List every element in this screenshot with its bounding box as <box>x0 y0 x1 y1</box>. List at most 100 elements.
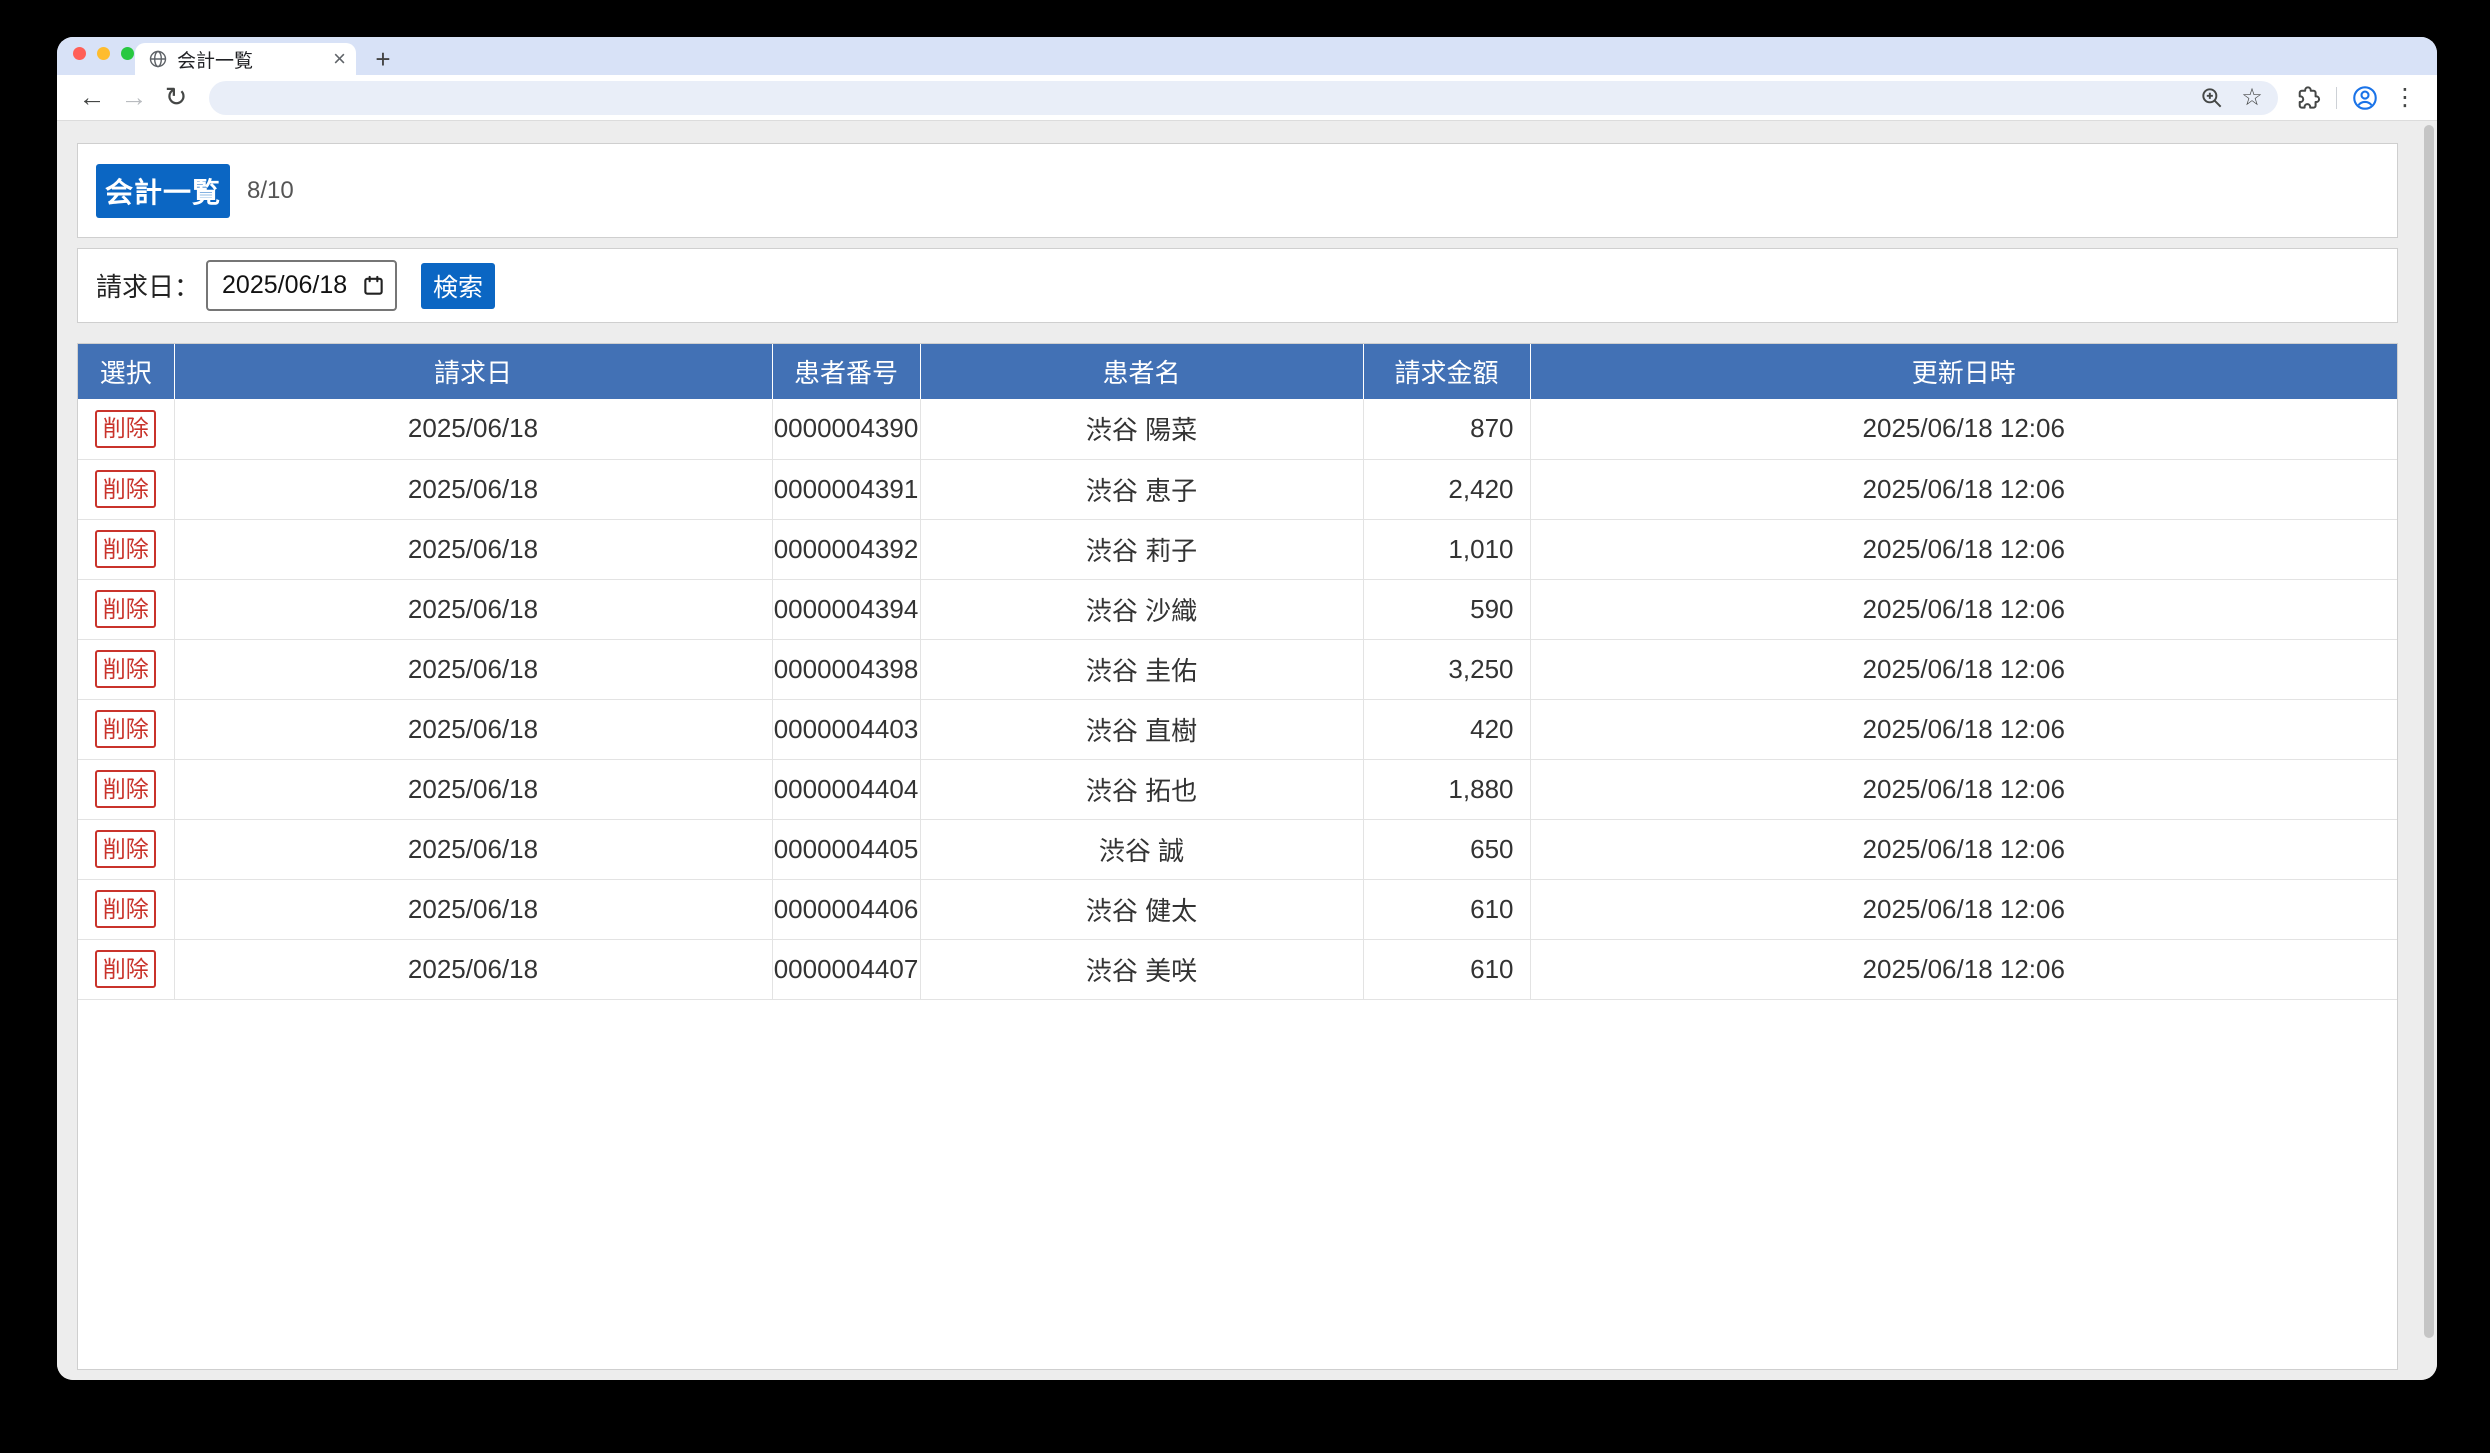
delete-button[interactable]: 削除 <box>95 470 157 508</box>
delete-button[interactable]: 削除 <box>95 890 157 928</box>
cell-amount: 2,420 <box>1362 459 1530 520</box>
cell-patient-name: 渋谷 拓也 <box>919 759 1363 820</box>
page-title-button[interactable]: 会計一覧 <box>96 163 230 218</box>
cell-updated-at: 2025/06/18 12:06 <box>1529 519 2397 580</box>
zoom-magnifier-icon[interactable] <box>2194 80 2230 116</box>
cell-amount: 590 <box>1362 579 1530 640</box>
cell-updated-at: 2025/06/18 12:06 <box>1529 639 2397 700</box>
cell-patient-name: 渋谷 健太 <box>919 879 1363 940</box>
vertical-scrollbar[interactable] <box>2424 125 2434 1338</box>
cell-billing-date: 2025/06/18 <box>173 579 772 640</box>
column-header-1: 請求日 <box>173 344 772 399</box>
cell-patient-name: 渋谷 恵子 <box>919 459 1363 520</box>
cell-patient-no: 0000004392 <box>771 519 920 580</box>
address-bar[interactable]: ☆ <box>209 80 2278 116</box>
minimize-window-button[interactable] <box>97 47 110 60</box>
cell-updated-at: 2025/06/18 12:06 <box>1529 399 2397 460</box>
cell-patient-name: 渋谷 誠 <box>919 819 1363 880</box>
forward-icon: → <box>120 82 148 112</box>
cell-patient-no: 0000004403 <box>771 699 920 760</box>
delete-button[interactable]: 削除 <box>95 650 157 688</box>
billing-date-label: 請求日： <box>96 272 201 302</box>
bookmark-star-icon[interactable]: ☆ <box>2241 84 2263 111</box>
delete-button[interactable]: 削除 <box>95 830 157 868</box>
table-row: 削除 2025/06/18 0000004394 渋谷 沙織 590 2025/06/18… <box>78 579 2397 640</box>
cell-amount: 650 <box>1362 819 1530 880</box>
table-row: 削除 2025/06/18 0000004392 渋谷 莉子 1,010 2025/06/… <box>78 519 2397 580</box>
cell-select: 削除 <box>78 759 174 820</box>
column-header-5: 更新日時 <box>1529 344 2397 399</box>
cell-updated-at: 2025/06/18 12:06 <box>1529 699 2397 760</box>
page-count: 8/10 <box>247 176 294 204</box>
cell-select: 削除 <box>78 699 174 760</box>
cell-amount: 3,250 <box>1362 639 1530 700</box>
traffic-lights <box>73 47 134 60</box>
cell-updated-at: 2025/06/18 12:06 <box>1529 759 2397 820</box>
cell-billing-date: 2025/06/18 <box>173 399 772 460</box>
toolbar-divider <box>2336 86 2337 109</box>
cell-patient-no: 0000004391 <box>771 459 920 520</box>
delete-button[interactable]: 削除 <box>95 590 157 628</box>
delete-button[interactable]: 削除 <box>95 409 157 448</box>
tab-title: 会計一覧 <box>177 50 254 72</box>
cell-select: 削除 <box>78 639 174 700</box>
cell-billing-date: 2025/06/18 <box>173 759 772 820</box>
cell-updated-at: 2025/06/18 12:06 <box>1529 819 2397 880</box>
cell-select: 削除 <box>78 819 174 880</box>
extensions-puzzle-icon[interactable] <box>2290 80 2326 116</box>
cell-billing-date: 2025/06/18 <box>173 639 772 700</box>
cell-patient-no: 0000004398 <box>771 639 920 700</box>
delete-button[interactable]: 削除 <box>95 770 157 808</box>
cell-updated-at: 2025/06/18 12:06 <box>1529 579 2397 640</box>
cell-amount: 1,880 <box>1362 759 1530 820</box>
active-tab[interactable]: 会計一覧 × <box>135 43 356 75</box>
address-input[interactable] <box>217 80 2190 115</box>
browser-window: 会計一覧 × + ← → ↻ ☆ <box>57 37 2437 1380</box>
cell-patient-name: 渋谷 沙織 <box>919 579 1363 640</box>
search-panel: 請求日： 2025/06/18 検索 <box>77 248 2398 323</box>
calendar-icon[interactable] <box>362 274 385 297</box>
search-button[interactable]: 検索 <box>421 262 496 309</box>
delete-button[interactable]: 削除 <box>95 530 157 568</box>
table-body: 削除 2025/06/18 0000004390 渋谷 陽菜 870 2025/06/18… <box>78 399 2397 1000</box>
cell-patient-no: 0000004407 <box>771 939 920 1000</box>
cell-patient-name: 渋谷 直樹 <box>919 699 1363 760</box>
table-row: 削除 2025/06/18 0000004398 渋谷 圭佑 3,250 2025/06/… <box>78 639 2397 700</box>
billing-date-input[interactable]: 2025/06/18 <box>206 260 398 311</box>
cell-billing-date: 2025/06/18 <box>173 699 772 760</box>
cell-billing-date: 2025/06/18 <box>173 939 772 1000</box>
refresh-icon[interactable]: ↻ <box>164 82 188 112</box>
delete-button[interactable]: 削除 <box>95 710 157 748</box>
column-header-2: 患者番号 <box>771 344 920 399</box>
cell-patient-name: 渋谷 圭佑 <box>919 639 1363 700</box>
cell-select: 削除 <box>78 459 174 520</box>
cell-billing-date: 2025/06/18 <box>173 879 772 940</box>
zoom-window-button[interactable] <box>121 47 134 60</box>
cell-updated-at: 2025/06/18 12:06 <box>1529 939 2397 1000</box>
browser-toolbar: ← → ↻ ☆ <box>57 75 2437 121</box>
cell-select: 削除 <box>78 879 174 940</box>
cell-patient-name: 渋谷 陽菜 <box>919 399 1363 460</box>
column-header-4: 請求金額 <box>1362 344 1530 399</box>
close-window-button[interactable] <box>73 47 86 60</box>
cell-select: 削除 <box>78 399 174 460</box>
close-tab-icon[interactable]: × <box>333 46 346 71</box>
cell-amount: 610 <box>1362 939 1530 1000</box>
new-tab-button[interactable]: + <box>375 43 391 74</box>
cell-patient-no: 0000004404 <box>771 759 920 820</box>
page-header-panel: 会計一覧 8/10 <box>77 143 2398 238</box>
profile-avatar-icon[interactable] <box>2347 80 2383 116</box>
cell-patient-no: 0000004406 <box>771 879 920 940</box>
table-row: 削除 2025/06/18 0000004404 渋谷 拓也 1,880 2025/06/… <box>78 759 2397 820</box>
page-content: 会計一覧 8/10 請求日： 2025/06/18 検索 <box>57 121 2437 1380</box>
back-icon[interactable]: ← <box>78 82 106 112</box>
accounting-table: 選択 請求日 患者番号 患者名 請求金額 更新日時 削除 2025/06/18 0000004… <box>78 344 2397 1000</box>
menu-dots-icon[interactable]: ⋮ <box>2393 84 2417 111</box>
cell-patient-no: 0000004390 <box>771 399 920 460</box>
delete-button[interactable]: 削除 <box>95 950 157 988</box>
cell-billing-date: 2025/06/18 <box>173 819 772 880</box>
cell-amount: 1,010 <box>1362 519 1530 580</box>
cell-patient-name: 渋谷 美咲 <box>919 939 1363 1000</box>
cell-updated-at: 2025/06/18 12:06 <box>1529 879 2397 940</box>
